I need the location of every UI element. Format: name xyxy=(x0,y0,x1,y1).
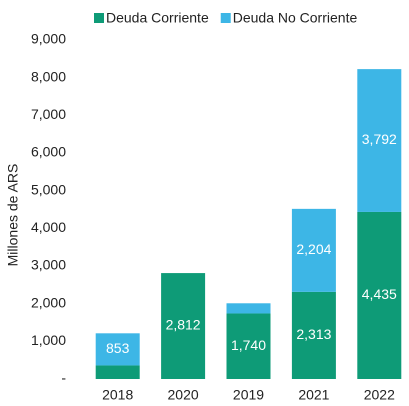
y-tick-label: 2,000 xyxy=(31,294,66,310)
bar-segment xyxy=(291,291,336,379)
data-label: 2,812 xyxy=(166,317,201,333)
bar-segment xyxy=(161,273,206,379)
legend-swatch xyxy=(94,13,104,23)
legend-swatch xyxy=(220,13,231,23)
x-tick-label: 2018 xyxy=(102,387,133,403)
bar-segment xyxy=(291,208,336,292)
y-tick-label: 4,000 xyxy=(31,219,66,235)
data-label: 4,435 xyxy=(362,286,397,302)
y-tick-label: 6,000 xyxy=(31,144,66,160)
legend-label: Deuda No Corriente xyxy=(233,10,358,26)
y-tick-label: 8,000 xyxy=(31,68,66,84)
data-label: 2,204 xyxy=(296,241,331,257)
data-label: 853 xyxy=(106,340,130,356)
bar-segment xyxy=(95,333,140,366)
x-tick-label: 2022 xyxy=(364,387,395,403)
bar-segment xyxy=(226,313,271,379)
y-tick-label: 5,000 xyxy=(31,181,66,197)
bar-segment xyxy=(95,365,140,379)
x-tick-label: 2020 xyxy=(168,387,199,403)
data-label: 1,740 xyxy=(231,337,266,353)
y-tick-label: 1,000 xyxy=(31,332,66,348)
data-label: 2,313 xyxy=(296,326,331,342)
y-tick-label: 9,000 xyxy=(31,31,66,47)
data-label: 3,792 xyxy=(362,131,397,147)
bar-segment xyxy=(357,211,402,379)
bar-segment xyxy=(357,69,402,212)
x-tick-label: 2019 xyxy=(233,387,264,403)
x-tick-label: 2021 xyxy=(298,387,329,403)
y-tick-label: 3,000 xyxy=(31,257,66,273)
bar-segment xyxy=(226,303,271,314)
y-tick-label: - xyxy=(61,370,66,386)
y-tick-label: 7,000 xyxy=(31,106,66,122)
legend-label: Deuda Corriente xyxy=(106,10,209,26)
y-axis-label: Millones de ARS xyxy=(5,164,21,267)
